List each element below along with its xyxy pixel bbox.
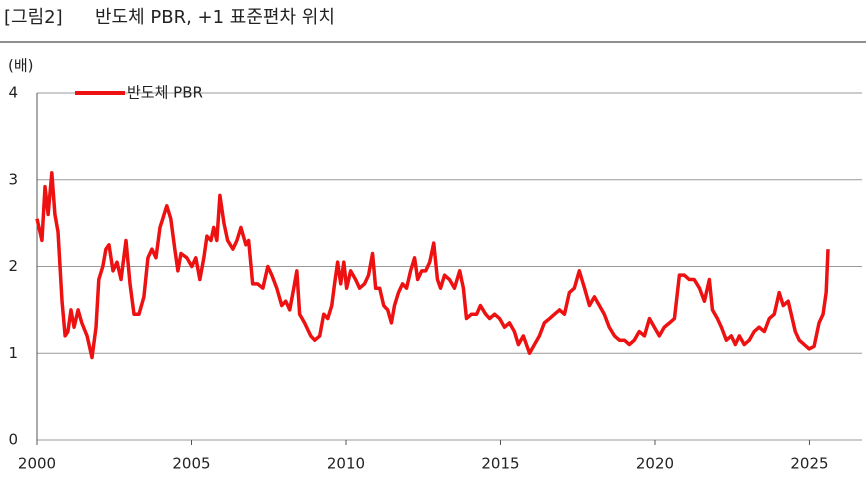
x-tick-label: 2025: [790, 455, 828, 473]
y-tick-label: 1: [8, 344, 18, 362]
x-tick-label: 2000: [18, 455, 56, 473]
y-tick-label: 0: [8, 431, 18, 449]
x-tick-label: 2010: [327, 455, 365, 473]
chart-title: 반도체 PBR, +1 표준편차 위치: [95, 7, 335, 28]
series-line: [35, 171, 830, 360]
x-tick-label: 2015: [481, 455, 519, 473]
y-tick-label: 2: [8, 257, 18, 275]
y-tick-label: 3: [8, 170, 18, 188]
y-axis-label: (배): [8, 57, 34, 75]
x-tick-label: 2020: [636, 455, 674, 473]
legend-label: 반도체 PBR: [127, 84, 203, 102]
figure-label: [그림2]: [4, 7, 63, 28]
x-tick-label: 2005: [172, 455, 210, 473]
y-tick-label: 4: [8, 84, 18, 102]
